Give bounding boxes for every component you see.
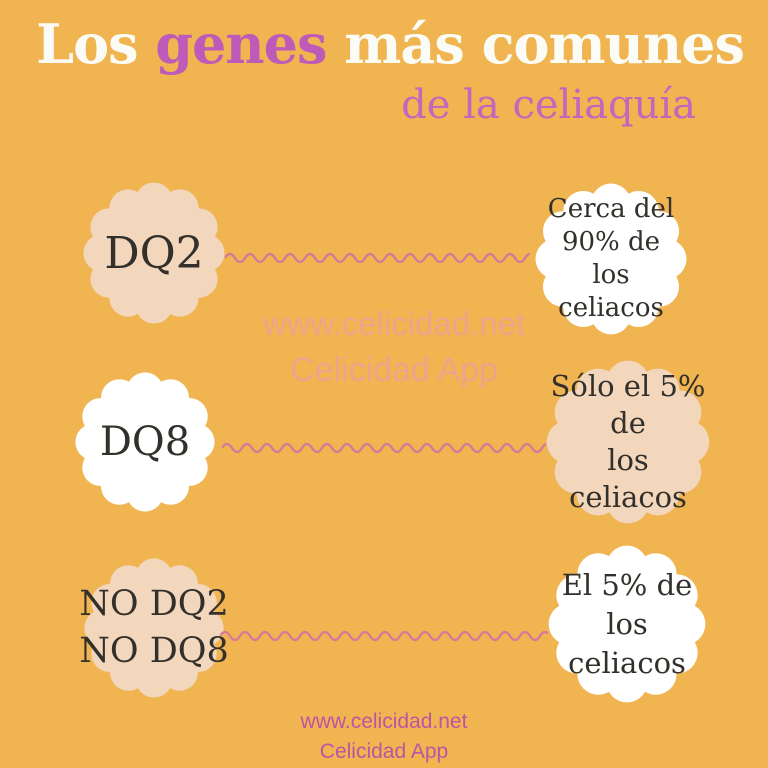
watermark-url: www.celicidad.net: [262, 305, 526, 342]
page-title: Los genes más comunes: [6, 16, 768, 73]
title-part2: más comunes: [326, 12, 745, 76]
gene-label: NO DQ2 NO DQ8: [79, 584, 229, 671]
result-badge-dq2: Cerca del 90% de los celiacos: [534, 182, 688, 336]
connector-squiggle-2: [222, 442, 546, 454]
title-part1: Los: [36, 12, 156, 76]
gene-badge-no-dq2-dq8: NO DQ2 NO DQ8: [79, 557, 229, 699]
gene-badge-dq2: DQ2: [82, 181, 226, 325]
result-badge-dq8: Sólo el 5% de los celiacos: [545, 359, 711, 525]
result-label: El 5% de los celiacos: [561, 567, 693, 680]
title-highlight: genes: [155, 12, 327, 76]
result-label: Sólo el 5% de los celiacos: [550, 369, 706, 514]
watermark-app: Celicidad App: [290, 351, 498, 389]
result-badge-no-dq2-dq8: El 5% de los celiacos: [547, 544, 707, 704]
connector-squiggle-3: [220, 630, 548, 642]
gene-label: DQ2: [104, 227, 204, 279]
footer: www.celicidad.net Celicidad App: [0, 707, 768, 767]
connector-squiggle-1: [225, 252, 530, 264]
footer-url: www.celicidad.net: [300, 710, 468, 733]
gene-label: DQ8: [99, 419, 191, 465]
watermark: www.celicidad.net Celicidad App: [10, 301, 768, 393]
gene-badge-dq8: DQ8: [74, 371, 216, 513]
page-subtitle: de la celiaquía: [401, 82, 696, 128]
footer-app: Celicidad App: [319, 740, 449, 763]
result-label: Cerca del 90% de los celiacos: [547, 194, 675, 323]
